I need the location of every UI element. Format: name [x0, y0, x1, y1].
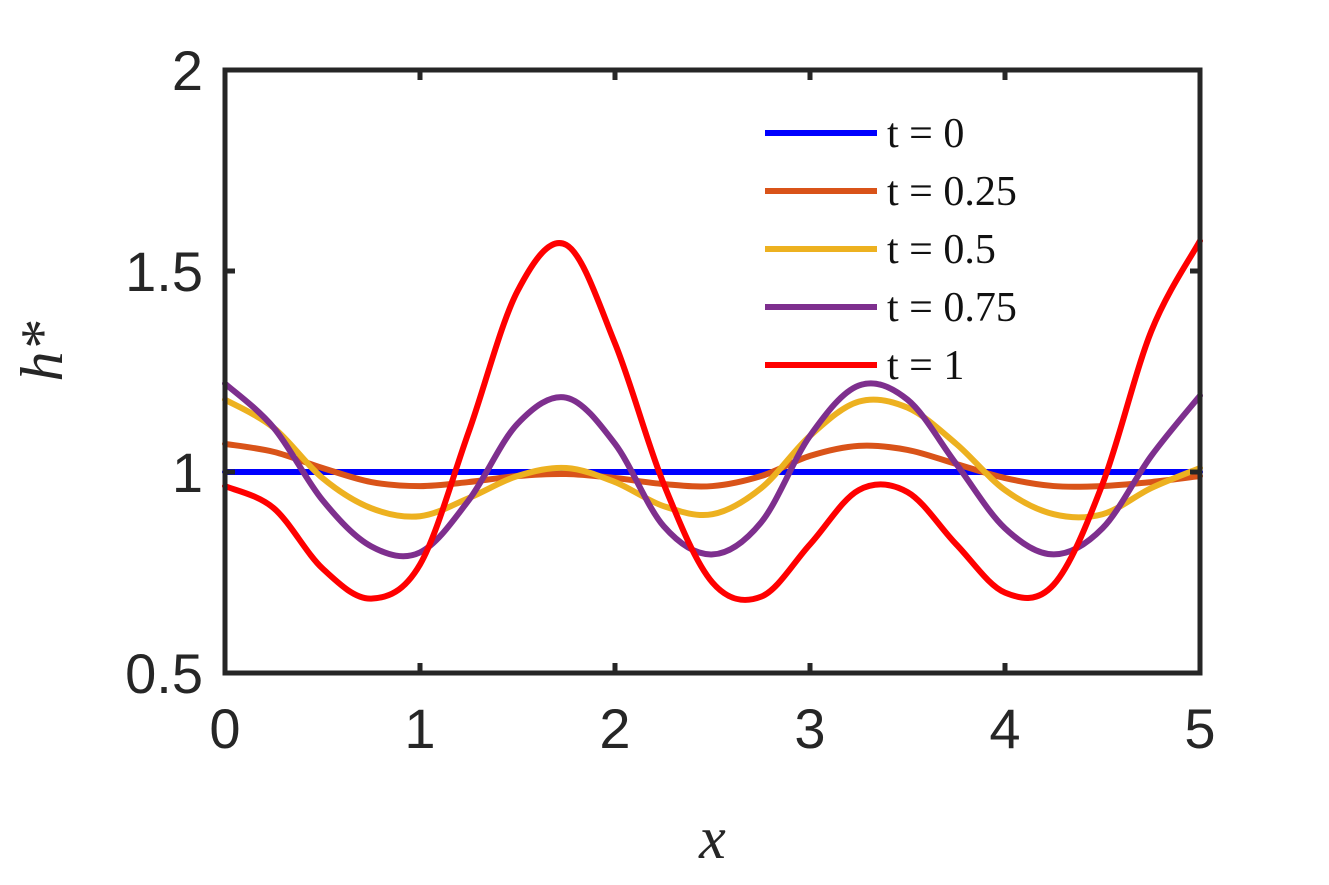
x-tick-label: 4	[989, 697, 1020, 760]
ticks-layer	[222, 67, 1203, 676]
series-line-5	[222, 237, 1203, 603]
x-tick-label: 1	[404, 697, 435, 760]
legend-label-3: t = 0.5	[887, 227, 996, 273]
series-layer	[222, 237, 1203, 603]
x-tick-label: 2	[599, 697, 630, 760]
x-tick-label: 0	[209, 697, 240, 760]
y-tick-label: 1.5	[125, 240, 203, 303]
y-axis-label-group: h*	[9, 322, 75, 382]
series-line-2	[222, 440, 1203, 490]
legend: t = 0 t = 0.25 t = 0.5 t = 0.75 t = 1	[765, 111, 1017, 389]
x-tick-label: 3	[794, 697, 825, 760]
y-tick-label: 1	[172, 441, 203, 504]
y-tick-label: 0.5	[125, 642, 203, 705]
y-axis-label: h*	[9, 322, 75, 382]
x-axis-label: x	[698, 805, 726, 871]
x-tick-label: 5	[1184, 697, 1215, 760]
legend-label-4: t = 0.75	[887, 285, 1017, 331]
series-line-4	[222, 380, 1203, 560]
legend-label-1: t = 0	[887, 111, 964, 157]
tick-labels-layer: 0 1 2 3 4 5 0.5 1 1.5 2	[125, 39, 1215, 760]
legend-label-2: t = 0.25	[887, 169, 1017, 215]
legend-label-5: t = 1	[887, 343, 964, 389]
x-axis-label-group: x	[698, 805, 726, 871]
axes-box	[222, 67, 1203, 676]
y-tick-label: 2	[172, 39, 203, 102]
series-line-3	[222, 396, 1203, 521]
